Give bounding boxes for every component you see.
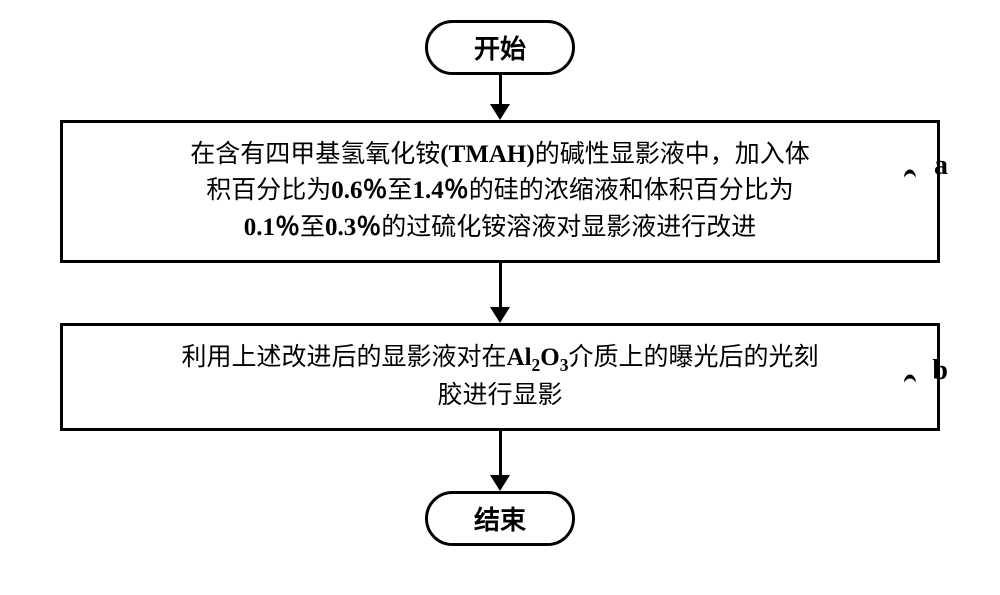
step-a-to2: 至 (300, 214, 325, 241)
end-terminal: 结束 (425, 491, 575, 546)
step-a-part1: 在含有四甲基氢氧化铵 (190, 141, 440, 168)
step-b-al: Al (507, 344, 532, 371)
arrow-1 (50, 75, 950, 120)
step-b-part1: 利用上述改进后的显影液对在 (182, 344, 507, 371)
arrow-head-icon (490, 475, 510, 491)
end-label: 结束 (474, 500, 526, 537)
step-a-pct1: 0.6％ (331, 177, 387, 204)
arrow-line (499, 431, 502, 476)
curve-bracket-a-icon: ⌢ (903, 144, 917, 198)
step-b-part3: 胶进行显影 (437, 382, 562, 409)
step-a-text: 在含有四甲基氢氧化铵(TMAH)的碱性显影液中，加入体 积百分比为0.6％至1.… (83, 137, 917, 246)
step-a-part5: 的过硫化铵溶液对显影液进行改进 (381, 214, 756, 241)
step-a-pct4: 0.3％ (325, 214, 381, 241)
curve-bracket-b-icon: ⌢ (903, 349, 917, 403)
step-b-part2: 介质上的曝光后的光刻 (568, 344, 818, 371)
step-a-part4: 的硅的浓缩液和体积百分比为 (469, 177, 794, 204)
flowchart-container: 开始 在含有四甲基氢氧化铵(TMAH)的碱性显影液中，加入体 积百分比为0.6％… (50, 20, 950, 546)
start-terminal: 开始 (425, 20, 575, 75)
step-a-to1: 至 (387, 177, 412, 204)
process-step-a: 在含有四甲基氢氧化铵(TMAH)的碱性显影液中，加入体 积百分比为0.6％至1.… (60, 120, 940, 263)
step-a-pct2: 1.4％ (413, 177, 469, 204)
step-a-part3: 积百分比为 (206, 177, 331, 204)
step-a-pct3: 0.1％ (244, 214, 300, 241)
arrow-head-icon (490, 104, 510, 120)
arrow-3 (50, 431, 950, 491)
step-b-sub2: 2 (532, 355, 541, 375)
step-label-b: b (932, 355, 948, 387)
process-step-b: 利用上述改进后的显影液对在Al2O3介质上的曝光后的光刻 胶进行显影 (60, 323, 940, 432)
start-label: 开始 (474, 29, 526, 66)
step-a-tmah: (TMAH) (440, 141, 534, 168)
arrow-line (499, 263, 502, 308)
step-b-text: 利用上述改进后的显影液对在Al2O3介质上的曝光后的光刻 胶进行显影 (83, 340, 917, 415)
arrow-2 (50, 263, 950, 323)
step-a-part2: 的碱性显影液中，加入体 (535, 141, 810, 168)
arrow-head-icon (490, 307, 510, 323)
step-label-a: a (934, 150, 948, 182)
step-b-o: O (540, 344, 559, 371)
arrow-line (499, 75, 502, 105)
